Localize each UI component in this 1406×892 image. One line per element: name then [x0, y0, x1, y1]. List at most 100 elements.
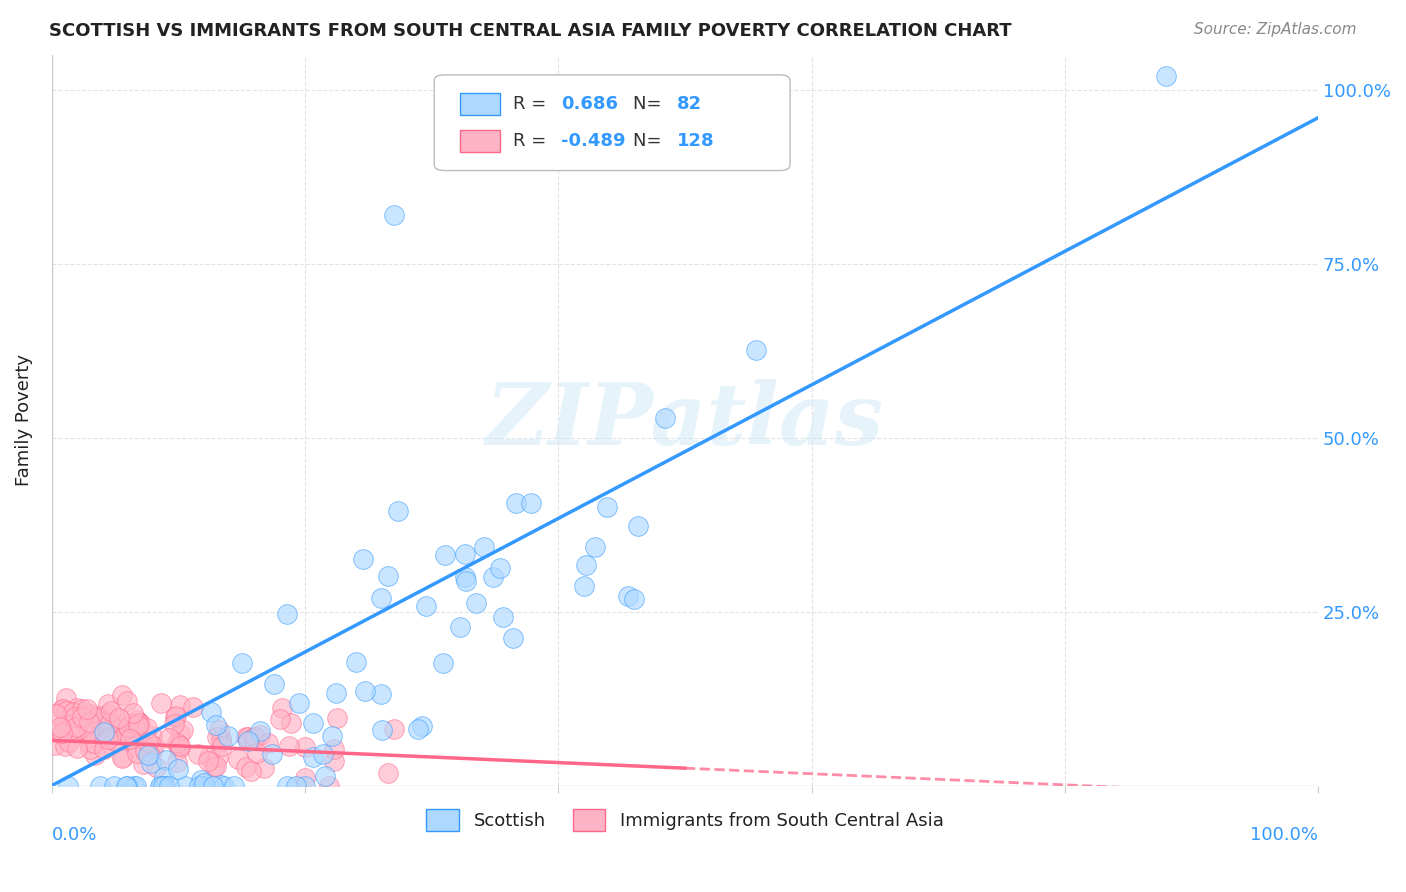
- Point: [596, 500, 619, 515]
- Point: [135, 721, 157, 735]
- Point: [125, 779, 148, 793]
- Point: [209, 731, 232, 745]
- Point: [122, 779, 145, 793]
- Point: [163, 717, 186, 731]
- Point: [141, 743, 163, 757]
- Point: [53, 739, 76, 754]
- Point: [169, 698, 191, 712]
- Bar: [460, 93, 501, 115]
- Point: [84, 747, 107, 762]
- Y-axis label: Family Poverty: Family Poverty: [15, 354, 32, 486]
- Point: [276, 779, 298, 793]
- Point: [207, 730, 229, 744]
- Point: [70, 702, 93, 716]
- Point: [141, 729, 163, 743]
- Point: [280, 716, 302, 731]
- Point: [110, 714, 132, 728]
- Point: [122, 739, 145, 753]
- Point: [96, 727, 118, 741]
- Point: [249, 728, 271, 742]
- Point: [236, 734, 259, 748]
- Point: [627, 519, 650, 533]
- Point: [70, 710, 93, 724]
- Point: [139, 756, 162, 771]
- Point: [79, 741, 101, 756]
- Text: ZIPatlas: ZIPatlas: [486, 378, 884, 462]
- Point: [90, 716, 112, 731]
- Point: [121, 706, 143, 721]
- Point: [585, 540, 607, 554]
- Point: [83, 736, 105, 750]
- Point: [449, 620, 471, 634]
- Point: [575, 558, 598, 572]
- Point: [411, 719, 433, 733]
- Point: [654, 411, 676, 425]
- Point: [382, 722, 405, 736]
- Point: [86, 709, 108, 723]
- Point: [51, 726, 73, 740]
- Point: [128, 716, 150, 731]
- Point: [111, 726, 134, 740]
- Point: [142, 739, 165, 753]
- Text: 82: 82: [678, 95, 703, 113]
- Point: [277, 739, 299, 753]
- Point: [263, 677, 285, 691]
- Point: [382, 208, 405, 222]
- Point: [243, 731, 266, 745]
- Point: [114, 723, 136, 738]
- Point: [285, 779, 308, 793]
- Point: [76, 722, 98, 736]
- Point: [103, 779, 125, 793]
- Point: [98, 715, 121, 730]
- Point: [481, 570, 503, 584]
- Point: [79, 724, 101, 739]
- Point: [276, 607, 298, 621]
- Point: [149, 696, 172, 710]
- Point: [287, 696, 309, 710]
- Legend: Scottish, Immigrants from South Central Asia: Scottish, Immigrants from South Central …: [419, 802, 950, 838]
- Point: [63, 706, 86, 720]
- Point: [93, 713, 115, 727]
- Bar: [460, 129, 501, 152]
- Point: [240, 764, 263, 778]
- Point: [235, 760, 257, 774]
- Point: [107, 711, 129, 725]
- Point: [301, 749, 323, 764]
- Point: [472, 540, 495, 554]
- Text: 0.686: 0.686: [561, 95, 617, 113]
- Point: [127, 718, 149, 732]
- Point: [502, 631, 524, 645]
- Point: [202, 760, 225, 774]
- Point: [186, 747, 208, 761]
- Point: [96, 730, 118, 744]
- Point: [115, 779, 138, 793]
- Point: [226, 752, 249, 766]
- Point: [456, 574, 478, 588]
- Point: [51, 726, 73, 740]
- Point: [45, 707, 67, 722]
- Point: [49, 720, 72, 734]
- Point: [65, 724, 87, 739]
- Point: [93, 742, 115, 756]
- Point: [58, 718, 80, 732]
- Point: [344, 655, 367, 669]
- Text: R =: R =: [513, 132, 551, 150]
- Point: [76, 702, 98, 716]
- Point: [321, 729, 343, 743]
- Point: [260, 747, 283, 761]
- Point: [115, 694, 138, 708]
- Point: [371, 723, 394, 738]
- Point: [58, 709, 80, 723]
- Point: [55, 691, 77, 706]
- Point: [231, 656, 253, 670]
- Point: [406, 723, 429, 737]
- Point: [197, 754, 219, 768]
- Point: [66, 700, 89, 714]
- Point: [44, 739, 66, 753]
- Point: [616, 590, 638, 604]
- Point: [294, 771, 316, 785]
- Point: [125, 746, 148, 760]
- Point: [89, 779, 111, 793]
- Point: [121, 716, 143, 731]
- Point: [152, 779, 174, 793]
